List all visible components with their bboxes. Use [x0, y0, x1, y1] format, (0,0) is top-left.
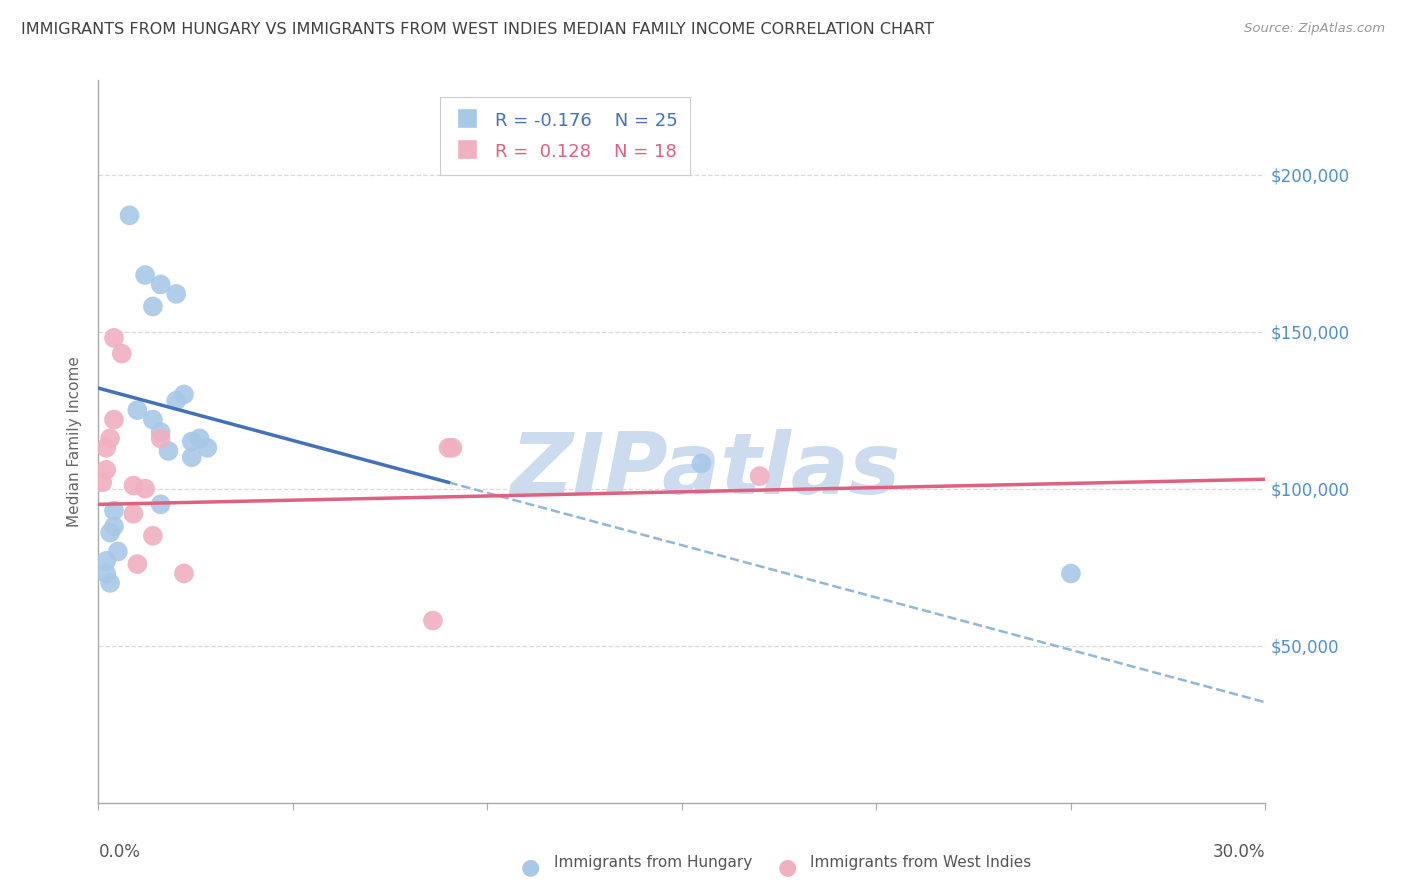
Point	[748, 469, 770, 483]
Point	[134, 268, 156, 282]
Point	[142, 300, 165, 314]
Point	[118, 208, 141, 222]
Point	[173, 387, 195, 401]
Point	[149, 497, 172, 511]
Point	[1060, 566, 1083, 581]
Text: Immigrants from Hungary: Immigrants from Hungary	[554, 855, 752, 870]
Point	[437, 441, 460, 455]
Point	[134, 482, 156, 496]
Point	[98, 431, 121, 445]
Point	[111, 346, 134, 360]
Point	[149, 277, 172, 292]
Point	[165, 286, 187, 301]
Point	[96, 566, 118, 581]
Text: IMMIGRANTS FROM HUNGARY VS IMMIGRANTS FROM WEST INDIES MEDIAN FAMILY INCOME CORR: IMMIGRANTS FROM HUNGARY VS IMMIGRANTS FR…	[21, 22, 934, 37]
Text: 0.0%: 0.0%	[98, 843, 141, 861]
Point	[122, 478, 145, 492]
Point	[98, 525, 121, 540]
Point	[188, 431, 211, 445]
Point	[142, 529, 165, 543]
Point	[91, 475, 114, 490]
Point	[441, 441, 464, 455]
Point	[103, 412, 125, 426]
Point	[122, 507, 145, 521]
Point	[180, 434, 202, 449]
Text: ●: ●	[778, 857, 797, 877]
Point	[173, 566, 195, 581]
Y-axis label: Median Family Income: Median Family Income	[67, 356, 83, 527]
Point	[127, 403, 149, 417]
Text: 30.0%: 30.0%	[1213, 843, 1265, 861]
Point	[195, 441, 218, 455]
Point	[103, 331, 125, 345]
Point	[103, 519, 125, 533]
Point	[103, 503, 125, 517]
Point	[98, 575, 121, 590]
Point	[127, 557, 149, 571]
Point	[690, 457, 713, 471]
Text: ZIPatlas: ZIPatlas	[510, 429, 900, 512]
Legend: R = -0.176    N = 25, R =  0.128    N = 18: R = -0.176 N = 25, R = 0.128 N = 18	[440, 96, 690, 175]
Point	[142, 412, 165, 426]
Text: Immigrants from West Indies: Immigrants from West Indies	[810, 855, 1032, 870]
Text: ●: ●	[520, 857, 540, 877]
Point	[96, 554, 118, 568]
Point	[157, 444, 180, 458]
Point	[422, 614, 444, 628]
Point	[165, 393, 187, 408]
Point	[107, 544, 129, 558]
Text: Source: ZipAtlas.com: Source: ZipAtlas.com	[1244, 22, 1385, 36]
Point	[96, 463, 118, 477]
Point	[149, 425, 172, 439]
Point	[96, 441, 118, 455]
Point	[180, 450, 202, 465]
Point	[149, 431, 172, 445]
